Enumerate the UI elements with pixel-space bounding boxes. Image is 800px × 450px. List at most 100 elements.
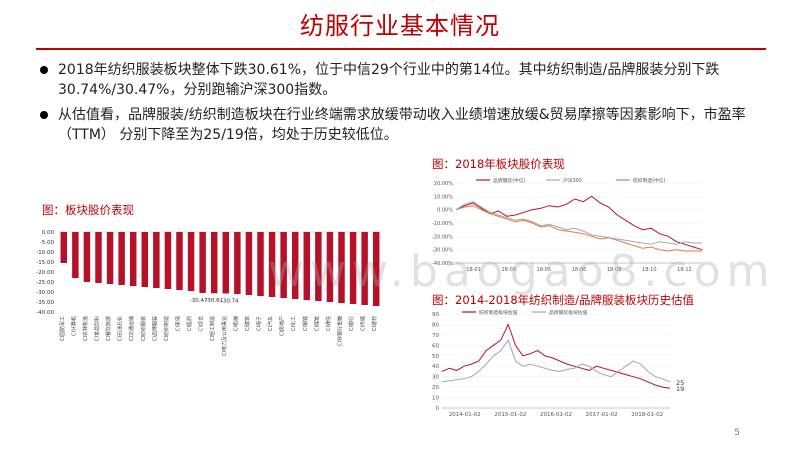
bullet-item: 2018年纺织服装板块整体下跌30.61%，位于中信29个行业中的第14位。其中… (40, 60, 780, 100)
y-tick-label: 20.00% (434, 181, 453, 187)
bar (245, 232, 253, 295)
y-tick-label: 60 (432, 343, 439, 349)
bar (60, 232, 68, 263)
category-label: CI纺织制造 (163, 316, 170, 341)
category-label: CI传媒 (360, 316, 367, 331)
category-label: CI银行 (348, 316, 355, 331)
y-tick-label: 10 (432, 396, 439, 402)
end-value-label: 25 (676, 379, 684, 387)
bar (129, 232, 137, 286)
bullet-text: 从估值看，品牌服装/纺织制造板块在行业终端需求放缓带动收入业绩增速放缓&贸易摩擦… (58, 107, 746, 143)
pe-chart-caption: 图：2014-2018年纺织制造/品牌服装板块历史估值 (432, 293, 695, 307)
y-tick-label: -15.00 (36, 260, 54, 266)
bar (280, 232, 287, 298)
legend-label: 品牌服装板块估值 (549, 309, 588, 316)
y-tick-label: 70 (432, 333, 439, 339)
bar (349, 232, 357, 304)
y-tick-label: -40.00 (36, 310, 54, 316)
bar (257, 232, 264, 296)
category-label: CI煤炭 (313, 316, 320, 331)
bullet-text: 2018年纺织服装板块整体下跌30.61%，位于中信29个行业中的第14位。其中… (58, 62, 720, 98)
legend-label: 品牌服装(中信) (493, 177, 526, 184)
bar (372, 232, 380, 306)
y-tick-label: -20.00% (432, 234, 453, 240)
y-tick-label: 0.00 (42, 230, 55, 236)
x-tick-label: 18-12 (677, 267, 692, 273)
category-label: CI品牌服装 (151, 316, 158, 341)
x-tick-label: 2016-01-02 (540, 412, 572, 418)
bar (268, 232, 276, 297)
legend-label: 纺织制造板块估值 (479, 309, 518, 316)
category-label: CI食品饮料 (94, 316, 101, 341)
series-line (455, 201, 702, 245)
page-number: 5 (734, 428, 740, 438)
pe-history-line-chart: 90 80 70 60 50 40 30 20 10 0 2014-01-02 2015-01-02 2… (432, 309, 684, 418)
category-label: CI综合 (198, 316, 205, 331)
y-tick-label: 30 (432, 375, 439, 381)
x-tick-label: 18-01 (466, 267, 481, 273)
end-value-label: 19 (676, 385, 684, 393)
bar (291, 232, 299, 299)
x-tick-label: 2017-01-02 (586, 412, 618, 418)
y-tick-label: -10.00% (432, 221, 453, 227)
y-tick-label: 10.00% (434, 194, 453, 200)
category-label: CI轻工制造 (209, 316, 216, 341)
bullet-list: 2018年纺织服装板块整体下跌30.61%，位于中信29个行业中的第14位。其中… (40, 60, 780, 150)
bar-chart-caption: 图：板块股价表现 (42, 203, 134, 217)
bar (361, 232, 368, 305)
data-label: -30.47 (190, 298, 208, 304)
x-tick-label: 18-05 (537, 267, 552, 273)
y-tick-label: -5.00 (40, 240, 55, 246)
category-label: CI钢铁 (302, 316, 309, 331)
x-tick-label: 2018-01-02 (631, 412, 663, 418)
y-tick-label: 50 (432, 354, 439, 360)
bar (164, 232, 172, 289)
bar (72, 232, 79, 278)
bar (338, 232, 345, 303)
y-tick-label: -30.00 (36, 290, 54, 296)
bar (234, 232, 241, 294)
bar (222, 232, 230, 294)
category-label: CI医药 (186, 316, 193, 331)
category-label: CI汽车 (267, 316, 274, 331)
bar-chart: 0.00 -5.00 -10.00 -15.00 -20.00 -25.00 -30.00 -… (36, 230, 382, 356)
y-tick-label: 20 (432, 385, 439, 391)
category-label: CI房地产 (279, 316, 286, 336)
series-line (455, 205, 702, 252)
x-tick-label: 18-06 (572, 267, 587, 273)
category-label: CI非银行金融 (337, 316, 344, 346)
bar (303, 232, 311, 300)
x-tick-label: 2014-01-02 (449, 412, 481, 418)
title-underline (36, 48, 766, 50)
bullet-item: 从估值看，品牌服装/纺织制造板块在行业终端需求放缓带动收入业绩增速放缓&贸易摩擦… (40, 105, 780, 145)
category-label: CI通信 (325, 316, 332, 331)
category-label: CI纺织服装 (140, 316, 147, 341)
y-tick-label: 40 (432, 364, 439, 370)
bar (106, 232, 114, 284)
bar (95, 232, 102, 283)
y-tick-label: 80 (432, 322, 439, 328)
series-line (455, 195, 703, 251)
x-tick-label: 18-03 (501, 267, 516, 273)
category-label: CI家电 (175, 316, 182, 331)
legend-label: 沪深300 (563, 177, 582, 184)
series-line (441, 339, 671, 383)
y-tick-label: 90 (432, 312, 439, 318)
bar (199, 232, 206, 293)
bar (326, 232, 334, 302)
category-label: CI石油石化 (117, 316, 124, 341)
legend-label: 纺织制造(中信) (633, 177, 666, 184)
category-label: CI交通运输 (128, 316, 135, 341)
category-label: CI餐饮旅游 (105, 316, 112, 341)
data-label: -30.74 (221, 298, 239, 304)
stock-performance-line-chart: 20.00% 10.00% 0.00% -10.00% -20.00% -30.00% -4… (432, 177, 703, 273)
category-label: CI建材 (371, 316, 378, 331)
bar (118, 232, 125, 285)
bar (153, 232, 160, 288)
y-tick-label: -40.00% (432, 261, 453, 267)
category-label: CI电子 (256, 316, 263, 331)
x-tick-label: 2015-01-02 (494, 412, 526, 418)
data-label: -30.61 (205, 298, 223, 304)
category-label: CI计算机 (70, 316, 77, 336)
line-chart-caption: 图：2018年板块股价表现 (432, 157, 565, 171)
